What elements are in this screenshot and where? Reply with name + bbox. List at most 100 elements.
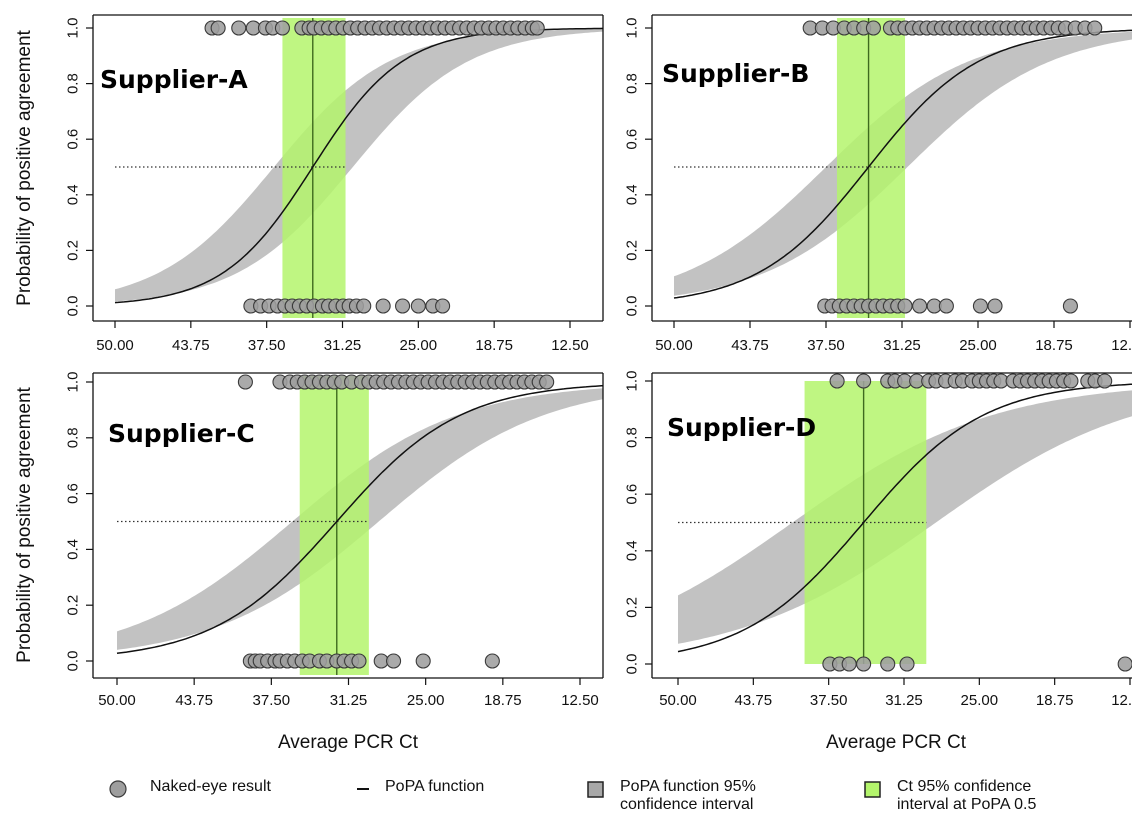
ct-confidence-interval [282, 18, 346, 318]
legend-label-popa-function: PoPA function [385, 778, 485, 795]
negative-result-point [410, 298, 426, 314]
ct-confidence-interval [836, 18, 906, 318]
negative-result-point [1062, 298, 1078, 314]
y-tick-label: 0.4 [624, 184, 641, 205]
x-tick-label: 43.75 [735, 692, 773, 709]
legend-label-naked-eye: Naked-eye result [150, 778, 271, 795]
y-tick-label: 0.2 [65, 595, 82, 616]
legend-green-square-icon [864, 781, 881, 798]
negative-result-point [1117, 656, 1132, 672]
y-tick-label: 1.0 [624, 371, 641, 392]
positive-result-point [856, 373, 872, 389]
legend-item-naked-eye: Naked-eye result [108, 778, 271, 799]
y-tick-label: 1.0 [624, 18, 641, 39]
y-tick-label: 0.0 [624, 654, 641, 675]
positive-result-point [1087, 20, 1103, 36]
x-tick-label: 31.25 [885, 692, 923, 709]
y-tick-label: 0.6 [624, 129, 641, 150]
negative-result-point [972, 298, 988, 314]
negative-result-point [899, 656, 915, 672]
x-tick-label: 31.25 [883, 337, 921, 354]
negative-result-point [395, 298, 411, 314]
x-tick-label: 50.00 [96, 337, 134, 354]
x-tick-label: 50.00 [655, 337, 693, 354]
negative-result-point [880, 656, 896, 672]
negative-result-point [356, 298, 372, 314]
popa-function-curve [116, 384, 603, 655]
y-axis-title: Probability of positive agreement [14, 386, 35, 662]
y-tick-label: 0.6 [65, 483, 82, 504]
x-tick-label: 12.50 [1111, 692, 1132, 709]
y-tick-label: 1.0 [65, 372, 82, 393]
y-tick-label: 0.4 [624, 540, 641, 561]
negative-result-point [987, 298, 1003, 314]
positive-result-point [1063, 373, 1079, 389]
positive-result-point [865, 20, 881, 36]
legend-label-ct-ci: Ct 95% confidence interval at PoPA 0.5 [897, 778, 1037, 813]
panel-supplier-b: 50.00 43.75 37.50 31.25 25.00 18.75 12.50 0.0 0.… [624, 14, 1132, 354]
x-tick-label: 12.50 [551, 337, 589, 354]
x-tick-label: 25.00 [959, 337, 997, 354]
x-tick-label: 31.25 [330, 692, 368, 709]
y-tick-label: 0.4 [65, 184, 82, 205]
legend-gray-square-icon [587, 781, 604, 798]
legend-item-ct-ci: Ct 95% confidence interval at PoPA 0.5 [863, 778, 1036, 814]
negative-result-point [435, 298, 451, 314]
positive-result-point [539, 374, 555, 390]
y-tick-label: 0.6 [624, 484, 641, 505]
y-tick-label: 0.2 [624, 597, 641, 618]
y-tick-label: 0.0 [624, 296, 641, 317]
y-tick-label: 0.0 [65, 296, 82, 317]
x-tick-label: 37.50 [253, 692, 291, 709]
y-tick-label: 0.8 [624, 73, 641, 94]
panel-supplier-a: 50.00 43.75 37.50 31.25 25.00 18.75 12.50 0.0 0.… [14, 14, 604, 354]
x-tick-label: 18.75 [1035, 337, 1073, 354]
negative-result-point [484, 653, 500, 669]
panel-title: Supplier-A [100, 65, 248, 94]
popa-function-curve [677, 383, 1132, 653]
x-tick-label: 12.50 [1111, 337, 1132, 354]
x-tick-label: 18.75 [475, 337, 513, 354]
figure: 50.00 43.75 37.50 31.25 25.00 18.75 12.50 0.0 0.… [14, 14, 1132, 753]
legend-item-popa-function: PoPA function [355, 778, 484, 799]
legend: Naked-eye result PoPA function PoPA func… [0, 770, 1132, 819]
negative-result-point [351, 653, 367, 669]
x-tick-label: 43.75 [172, 337, 210, 354]
panel-supplier-c: 50.00 43.75 37.50 31.25 25.00 18.75 12.50 0.0 0.… [14, 372, 604, 753]
negative-result-point [386, 653, 402, 669]
plot-area [116, 376, 603, 675]
y-tick-label: 0.4 [65, 539, 82, 560]
x-tick-label: 25.00 [407, 692, 445, 709]
x-tick-label: 43.75 [175, 692, 213, 709]
x-tick-label: 31.25 [324, 337, 362, 354]
x-tick-label: 25.00 [400, 337, 438, 354]
x-tick-label: 50.00 [659, 692, 697, 709]
positive-result-point [210, 20, 226, 36]
negative-result-point [912, 298, 928, 314]
popa-confidence-band [115, 28, 603, 302]
x-tick-label: 18.75 [484, 692, 522, 709]
x-tick-label: 18.75 [1036, 692, 1074, 709]
positive-result-point [274, 20, 290, 36]
positive-result-point [231, 20, 247, 36]
y-tick-label: 0.8 [65, 73, 82, 94]
y-tick-label: 0.2 [624, 240, 641, 261]
x-tick-label: 43.75 [731, 337, 769, 354]
y-tick-label: 0.8 [65, 427, 82, 448]
x-axis-title: Average PCR Ct [826, 732, 967, 753]
y-axis-title: Probability of positive agreement [14, 29, 35, 305]
x-tick-label: 50.00 [98, 692, 136, 709]
panel-supplier-d: 50.00 43.75 37.50 31.25 25.00 18.75 12.50 0.0 0.… [624, 371, 1132, 753]
negative-result-point [897, 298, 913, 314]
x-tick-label: 12.50 [561, 692, 599, 709]
negative-result-point [415, 653, 431, 669]
positive-result-point [1097, 373, 1113, 389]
x-tick-label: 37.50 [807, 337, 845, 354]
x-tick-label: 37.50 [810, 692, 848, 709]
positive-result-point [829, 373, 845, 389]
y-tick-label: 0.0 [65, 651, 82, 672]
plot-frame [92, 14, 604, 322]
negative-result-point [841, 656, 857, 672]
legend-dot-icon [109, 780, 127, 798]
x-axis-title: Average PCR Ct [278, 732, 419, 753]
